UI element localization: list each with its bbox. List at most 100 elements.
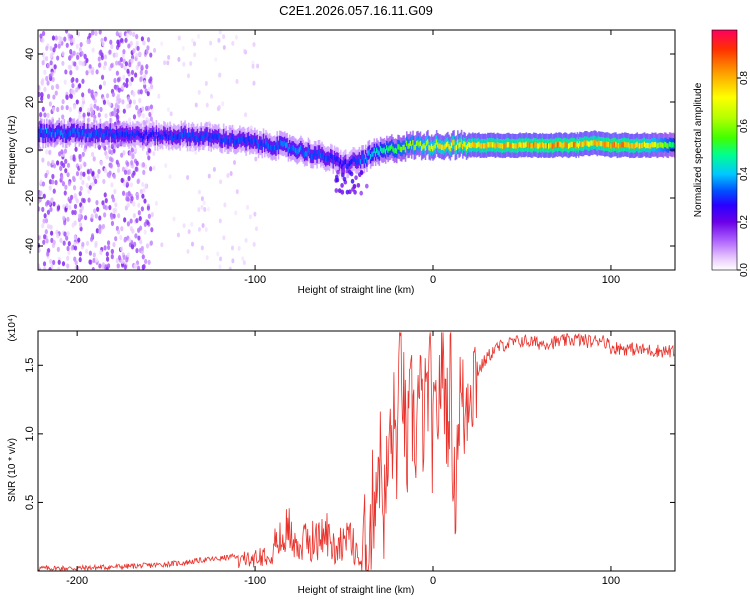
spectrogram-cell [107, 130, 109, 136]
spectrogram-cell [293, 146, 296, 153]
spectrogram-noise-cell [147, 155, 151, 161]
snr-y-multiplier: (x10⁴) [7, 314, 18, 341]
spectrogram-cell [247, 136, 250, 142]
spectrogram-noise-cell [100, 55, 104, 61]
spectrogram-noise-cell [228, 266, 232, 270]
spectrogram-noise-cell [63, 190, 67, 196]
spectrogram-cell [620, 142, 622, 149]
spectrogram-cell [464, 142, 467, 148]
spectrogram-cell [95, 129, 98, 136]
spectrogram-noise-cell [200, 245, 204, 251]
spectrogram-cell [470, 142, 473, 149]
spectrogram-cell [57, 129, 59, 135]
spectrogram-noise-cell [242, 260, 246, 265]
spectrogram-noise-cell [222, 34, 226, 40]
spectrogram-noise-cell [94, 240, 98, 247]
spectrogram-cell [574, 141, 576, 148]
spectrogram-noise-cell [214, 57, 218, 62]
spectrogram-noise-cell [66, 162, 71, 168]
spectrogram-cell [141, 135, 144, 142]
spectrogram-noise-cell [86, 111, 91, 117]
spectrogram-noise-cell [105, 266, 109, 270]
spectrogram-cell [496, 142, 499, 148]
spectrogram-cell [327, 155, 330, 161]
snr-x-tick-label: 0 [430, 575, 436, 587]
spectrogram-cell [627, 142, 630, 148]
spectrogram-noise-cell [122, 74, 126, 80]
spectrogram-cell [298, 147, 301, 153]
spectrogram-noise-cell [78, 251, 82, 257]
spectrogram-cell [328, 156, 331, 162]
spectrogram-cell [153, 131, 155, 137]
spectrogram-noise-cell [65, 94, 69, 101]
spectrogram-noise-cell [94, 178, 98, 184]
spectrogram-cell [323, 155, 326, 161]
spectrogram-noise-cell [209, 93, 213, 99]
spectrogram-noise-cell [46, 223, 51, 230]
spectrogram-cell [134, 132, 137, 139]
spectrogram-noise-cell [96, 173, 100, 179]
spectrogram-noise-cell [182, 61, 186, 67]
spectrogram-cell [308, 148, 311, 155]
spectrogram-noise-cell [137, 112, 141, 118]
spectrogram-noise-cell [81, 78, 85, 84]
spectrogram-cell [403, 144, 406, 150]
spectrogram-noise-cell [137, 210, 141, 216]
spectrogram-noise-cell [44, 218, 49, 224]
spectrogram-noise-cell [110, 63, 114, 69]
spectrogram-cell [653, 142, 656, 148]
spectrogram-noise-cell [82, 171, 86, 177]
spectrogram-cell [261, 143, 264, 149]
spectrogram-noise-cell [142, 40, 146, 46]
spectrogram-noise-cell [203, 207, 207, 212]
snr-x-tick-label: 100 [602, 575, 620, 587]
spectrogram-noise-cell [75, 99, 79, 105]
spectrogram-noise-cell [132, 99, 137, 105]
spectrogram-cell [559, 141, 561, 147]
spectrogram-noise-cell [128, 62, 132, 68]
spectrogram-noise-cell [97, 168, 101, 175]
spectrogram-x-tick-label: 100 [602, 274, 620, 286]
spectrogram-cell [54, 132, 57, 138]
spectrogram-noise-cell [102, 99, 107, 105]
spectrogram-noise-cell [59, 237, 63, 244]
spectrogram-cell [545, 142, 548, 149]
spectrogram-noise-cell [40, 91, 44, 98]
spectrogram-noise-cell [187, 229, 191, 235]
spectrogram-noise-cell [68, 204, 72, 211]
spectrogram-noise-cell [92, 252, 96, 258]
spectrogram-noise-cell [121, 166, 126, 172]
spectrogram-cell [405, 140, 408, 146]
spectrogram-noise-cell [110, 248, 115, 255]
spectrogram-noise-cell [81, 61, 85, 67]
spectrogram-noise-cell [88, 259, 92, 265]
spectrogram-cell [84, 133, 87, 139]
spectrogram-cell [359, 190, 363, 196]
spectrogram-noise-cell [102, 178, 106, 185]
spectrogram-noise-cell [117, 60, 121, 66]
spectrogram-noise-cell [109, 162, 113, 168]
spectrogram-cell [625, 141, 627, 148]
spectrogram-noise-cell [54, 35, 58, 41]
spectrogram-noise-cell [45, 149, 49, 155]
spectrogram-noise-cell [139, 188, 143, 195]
spectrogram-cell [662, 143, 665, 149]
spectrogram-cell [525, 141, 528, 147]
spectrogram-cell [498, 142, 500, 149]
spectrogram-cell [462, 144, 464, 150]
spectrogram-cell [363, 158, 366, 164]
spectrogram-noise-cell [152, 151, 156, 157]
spectrogram-cell [67, 130, 69, 136]
spectrogram-noise-cell [137, 235, 141, 241]
spectrogram-noise-cell [57, 266, 61, 270]
spectrogram-noise-cell [39, 179, 43, 185]
spectrogram-cell [550, 142, 553, 148]
spectrogram-cell [112, 132, 114, 138]
spectrogram-cell [500, 143, 503, 149]
spectrogram-cell [389, 145, 392, 151]
spectrogram-cell [514, 143, 516, 149]
spectrogram-noise-cell [112, 208, 116, 214]
spectrogram-cell [366, 157, 368, 163]
spectrogram-noise-cell [73, 193, 77, 199]
